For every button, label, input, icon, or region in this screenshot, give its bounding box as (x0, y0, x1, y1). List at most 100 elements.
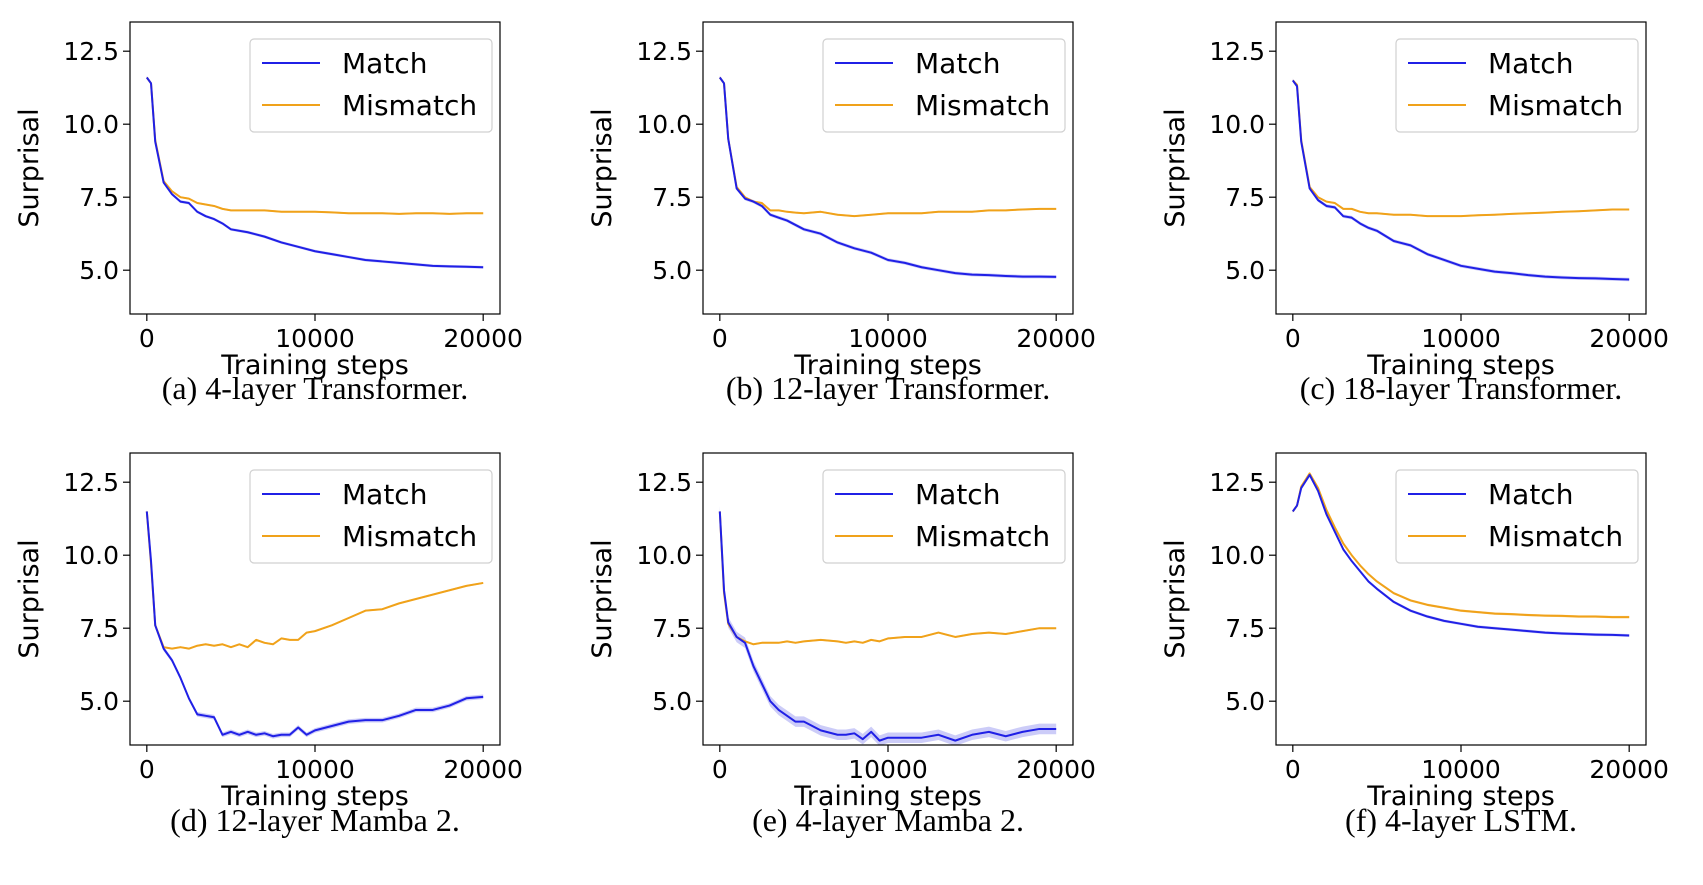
series-group (1292, 78, 1630, 282)
y-axis-label: Surprisal (14, 108, 45, 227)
y-tick-label: 5.0 (652, 256, 692, 285)
y-axis-label: Surprisal (587, 108, 618, 227)
y-axis-label: Surprisal (14, 539, 45, 658)
y-tick-label: 12.5 (636, 468, 692, 497)
series-line-match (718, 511, 1057, 742)
x-tick-label: 0 (139, 324, 155, 353)
panel-caption: (b) 12-layer Transformer. (725, 370, 1051, 406)
legend-label-mismatch: Mismatch (342, 520, 477, 553)
y-tick-label: 5.0 (79, 687, 119, 716)
y-axis-label: Surprisal (587, 539, 618, 658)
x-tick-label: 20000 (1016, 324, 1096, 353)
x-tick-label: 0 (1285, 755, 1301, 784)
legend: Match Mismatch (249, 469, 493, 564)
y-tick-label: 10.0 (1209, 110, 1265, 139)
y-tick-label: 12.5 (1209, 468, 1265, 497)
series-line-mismatch (1292, 79, 1630, 218)
y-tick-label: 10.0 (636, 110, 692, 139)
series-line-mismatch (1292, 472, 1630, 619)
x-axis-label: Training steps (1366, 781, 1555, 812)
series-group (719, 75, 1057, 279)
x-tick-label: 10000 (848, 324, 928, 353)
x-tick-label: 0 (712, 324, 728, 353)
y-tick-label: 7.5 (79, 183, 119, 212)
series-line-match (145, 511, 484, 738)
x-tick-label: 10000 (1421, 324, 1501, 353)
series-line-match (1292, 473, 1630, 637)
x-tick-label: 20000 (443, 755, 523, 784)
legend-label-match: Match (1488, 47, 1573, 80)
y-tick-label: 10.0 (636, 541, 692, 570)
panel-caption: (e) 4-layer Mamba 2. (752, 802, 1024, 838)
panel-caption: (c) 18-layer Transformer. (1299, 370, 1623, 406)
series-line-match (719, 76, 1057, 278)
x-tick-label: 20000 (1016, 755, 1096, 784)
x-tick-label: 0 (712, 755, 728, 784)
x-axis-label: Training steps (793, 781, 982, 812)
y-tick-label: 12.5 (63, 37, 119, 66)
y-tick-label: 5.0 (79, 256, 119, 285)
x-tick-label: 10000 (275, 324, 355, 353)
legend: Match Mismatch (822, 469, 1066, 564)
y-tick-label: 5.0 (1225, 256, 1265, 285)
legend-label-mismatch: Mismatch (915, 520, 1050, 553)
y-tick-label: 5.0 (652, 687, 692, 716)
series-line-mismatch (718, 511, 1057, 646)
legend: Match Mismatch (822, 38, 1066, 133)
series-group (718, 506, 1057, 745)
x-tick-label: 20000 (1589, 324, 1669, 353)
y-axis-label: Surprisal (1160, 108, 1191, 227)
x-tick-label: 10000 (1421, 755, 1501, 784)
legend: Match Mismatch (1395, 469, 1639, 564)
y-tick-label: 12.5 (636, 37, 692, 66)
legend-label-match: Match (915, 47, 1000, 80)
x-tick-label: 10000 (848, 755, 928, 784)
panel-caption: (a) 4-layer Transformer. (161, 370, 469, 406)
legend: Match Mismatch (1395, 38, 1639, 133)
x-tick-label: 0 (139, 755, 155, 784)
y-tick-label: 10.0 (1209, 541, 1265, 570)
y-axis-label: Surprisal (1160, 539, 1191, 658)
x-tick-label: 20000 (443, 324, 523, 353)
x-axis-label: Training steps (220, 350, 409, 381)
series-group (146, 76, 484, 269)
y-tick-label: 12.5 (1209, 37, 1265, 66)
y-tick-label: 5.0 (1225, 687, 1265, 716)
series-band-match (719, 75, 1057, 279)
legend-label-mismatch: Mismatch (1488, 89, 1623, 122)
x-axis-label: Training steps (1366, 350, 1555, 381)
legend-label-match: Match (342, 478, 427, 511)
legend-label-mismatch: Mismatch (1488, 520, 1623, 553)
series-group (145, 509, 484, 739)
panel-caption: (f) 4-layer LSTM. (1345, 802, 1577, 838)
y-tick-label: 7.5 (1225, 183, 1265, 212)
series-line-match (1292, 79, 1630, 281)
y-tick-label: 7.5 (652, 183, 692, 212)
y-tick-label: 10.0 (63, 541, 119, 570)
x-tick-label: 0 (1285, 324, 1301, 353)
series-line-mismatch (145, 511, 484, 650)
legend-label-match: Match (1488, 478, 1573, 511)
y-tick-label: 10.0 (63, 110, 119, 139)
x-axis-label: Training steps (793, 350, 982, 381)
series-line-mismatch (146, 76, 484, 215)
legend-label-match: Match (342, 47, 427, 80)
x-tick-label: 10000 (275, 755, 355, 784)
y-tick-label: 7.5 (1225, 614, 1265, 643)
x-tick-label: 20000 (1589, 755, 1669, 784)
series-group (1292, 472, 1630, 637)
x-axis-label: Training steps (220, 781, 409, 812)
